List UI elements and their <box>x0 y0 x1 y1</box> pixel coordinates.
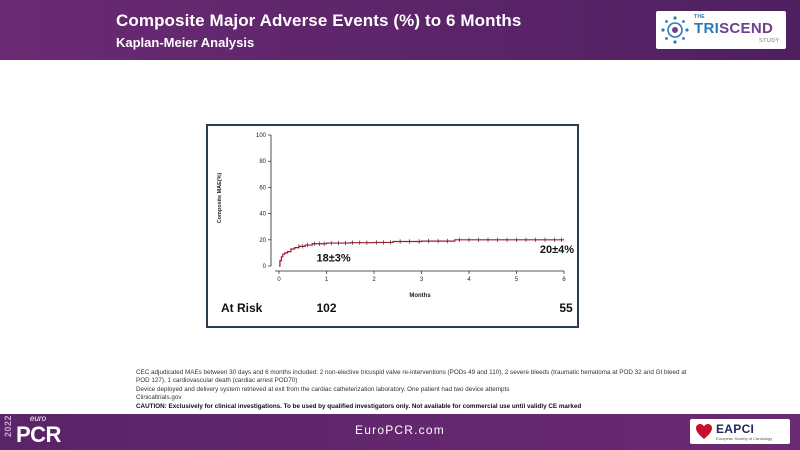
chart-frame: 0 20 40 60 80 100 0 1 2 3 4 5 6 Composite MAE(%) Mon… <box>206 124 579 328</box>
eapci-logo: EAPCI European Society of Cardiology <box>690 419 790 444</box>
x-tick-label-1: 1 <box>325 277 329 283</box>
x-axis-label: Months <box>409 293 431 299</box>
chart-axes <box>270 135 564 272</box>
chart-annotations: 18±3% 20±4% <box>317 244 575 265</box>
footnotes: CEC adjudicated MAEs between 30 days and… <box>136 369 696 411</box>
y-tick-label-40: 40 <box>259 212 266 218</box>
y-tick-label-0: 0 <box>263 264 267 270</box>
annotation-1mo: 18±3% <box>317 252 351 264</box>
y-tick-label-20: 20 <box>259 238 266 244</box>
x-tick-label-0: 0 <box>277 277 281 283</box>
eapci-subtext: European Society of Cardiology <box>716 436 773 441</box>
x-tick-label-6: 6 <box>562 277 566 283</box>
logo-wordmark: TRISCEND <box>694 20 773 37</box>
chart-ticks: 0 20 40 60 80 100 0 1 2 3 4 5 6 <box>256 133 566 283</box>
logo-tri-text: TRI <box>694 20 720 37</box>
logo-the-text: THE <box>694 14 705 20</box>
y-tick-label-60: 60 <box>259 185 266 191</box>
logo-study-text: STUDY <box>759 38 780 44</box>
footnote-line-2: Device deployed and delivery system retr… <box>136 385 510 393</box>
x-tick-label-5: 5 <box>515 277 519 283</box>
triscend-logo: THE TRISCEND STUDY <box>656 11 786 49</box>
at-risk-value-0: 102 <box>316 301 336 315</box>
y-axis-label: Composite MAE(%) <box>217 172 223 223</box>
pcr-logo-text: PCR <box>16 422 61 447</box>
logo-scend-text: SCEND <box>719 20 774 37</box>
eapci-text: EAPCI <box>716 422 755 436</box>
footer-url[interactable]: EuroPCR.com <box>355 423 445 437</box>
triscend-mark-icon <box>661 16 689 44</box>
caution-statement: CAUTION: Exclusively for clinical invest… <box>136 402 582 410</box>
km-curve-line <box>279 239 564 267</box>
x-tick-label-3: 3 <box>420 277 424 283</box>
chart-curve-group <box>279 239 564 267</box>
heart-icon <box>696 424 712 439</box>
at-risk-value-1: 55 <box>559 301 573 315</box>
x-tick-label-2: 2 <box>372 277 376 283</box>
slide-title: Composite Major Adverse Events (%) to 6 … <box>116 11 522 30</box>
footer-bar <box>0 414 800 450</box>
x-tick-label-4: 4 <box>467 277 471 283</box>
y-tick-label-100: 100 <box>256 133 267 139</box>
kaplan-meier-chart: 0 20 40 60 80 100 0 1 2 3 4 5 6 Composite MAE(%) Mon… <box>217 133 575 315</box>
at-risk-label: At Risk <box>221 301 263 315</box>
slide-subtitle: Kaplan-Meier Analysis <box>116 35 255 50</box>
at-risk-row: At Risk 102 55 <box>221 301 573 315</box>
y-tick-label-80: 80 <box>259 159 266 165</box>
chart-censor-group <box>298 237 562 249</box>
pcr-euro-text: euro <box>30 414 47 423</box>
footnote-line-1: CEC adjudicated MAEs between 30 days and… <box>136 369 687 385</box>
footnote-line-3: Clinicaltrials.gov <box>136 394 182 402</box>
annotation-6mo: 20±4% <box>540 244 574 256</box>
